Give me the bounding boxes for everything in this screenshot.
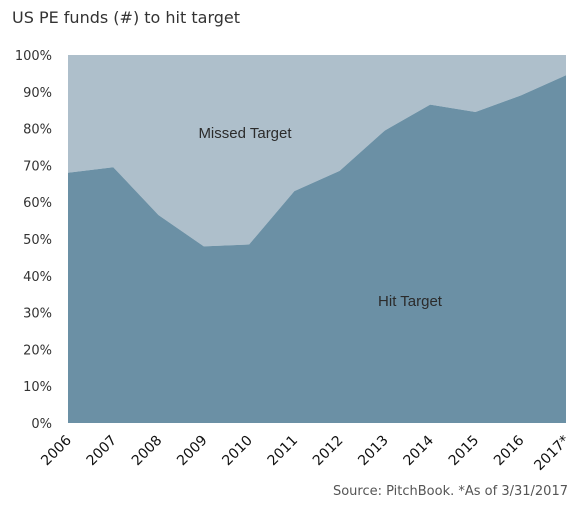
chart-title: US PE funds (#) to hit target: [12, 8, 241, 27]
y-tick-label: 0%: [31, 417, 52, 432]
y-tick-label: 50%: [23, 233, 52, 248]
x-tick-label: 2015: [446, 433, 483, 470]
series-label-hit-target: Hit Target: [378, 293, 443, 310]
y-tick-label: 60%: [23, 196, 52, 211]
x-tick-label: 2016: [491, 432, 528, 469]
x-tick-label: 2007: [84, 433, 121, 470]
x-tick-label: 2009: [174, 433, 211, 470]
y-tick-label: 10%: [23, 380, 52, 395]
y-axis: 0% 10% 20% 30% 40% 50% 60% 70% 80% 90% 100%: [15, 49, 52, 432]
series-area-hit-target: [68, 75, 566, 424]
x-tick-label: 2014: [400, 432, 437, 469]
y-tick-label: 80%: [23, 123, 52, 138]
y-tick-label: 90%: [23, 86, 52, 101]
y-tick-label: 30%: [23, 307, 52, 322]
x-tick-label: 2013: [355, 433, 392, 470]
x-tick-label: 2012: [310, 433, 347, 470]
x-tick-label: 2011: [265, 433, 302, 470]
x-tick-label: 2010: [219, 433, 256, 470]
x-tick-label: 2008: [129, 433, 166, 470]
y-tick-label: 40%: [23, 270, 52, 285]
x-tick-label: 2006: [38, 432, 75, 469]
y-tick-label: 70%: [23, 159, 52, 174]
series-label-missed-target: Missed Target: [198, 125, 292, 142]
y-tick-label: 20%: [23, 343, 52, 358]
plot-area: [68, 55, 566, 424]
x-axis: 2006 2007 2008 2009 2010 2011 2012 2013 2014 2015…: [38, 432, 573, 474]
y-tick-label: 100%: [15, 49, 52, 64]
source-note: Source: PitchBook. *As of 3/31/2017: [332, 484, 568, 499]
series-area-missed-target: [68, 55, 566, 247]
x-tick-label: 2017*: [531, 433, 572, 474]
